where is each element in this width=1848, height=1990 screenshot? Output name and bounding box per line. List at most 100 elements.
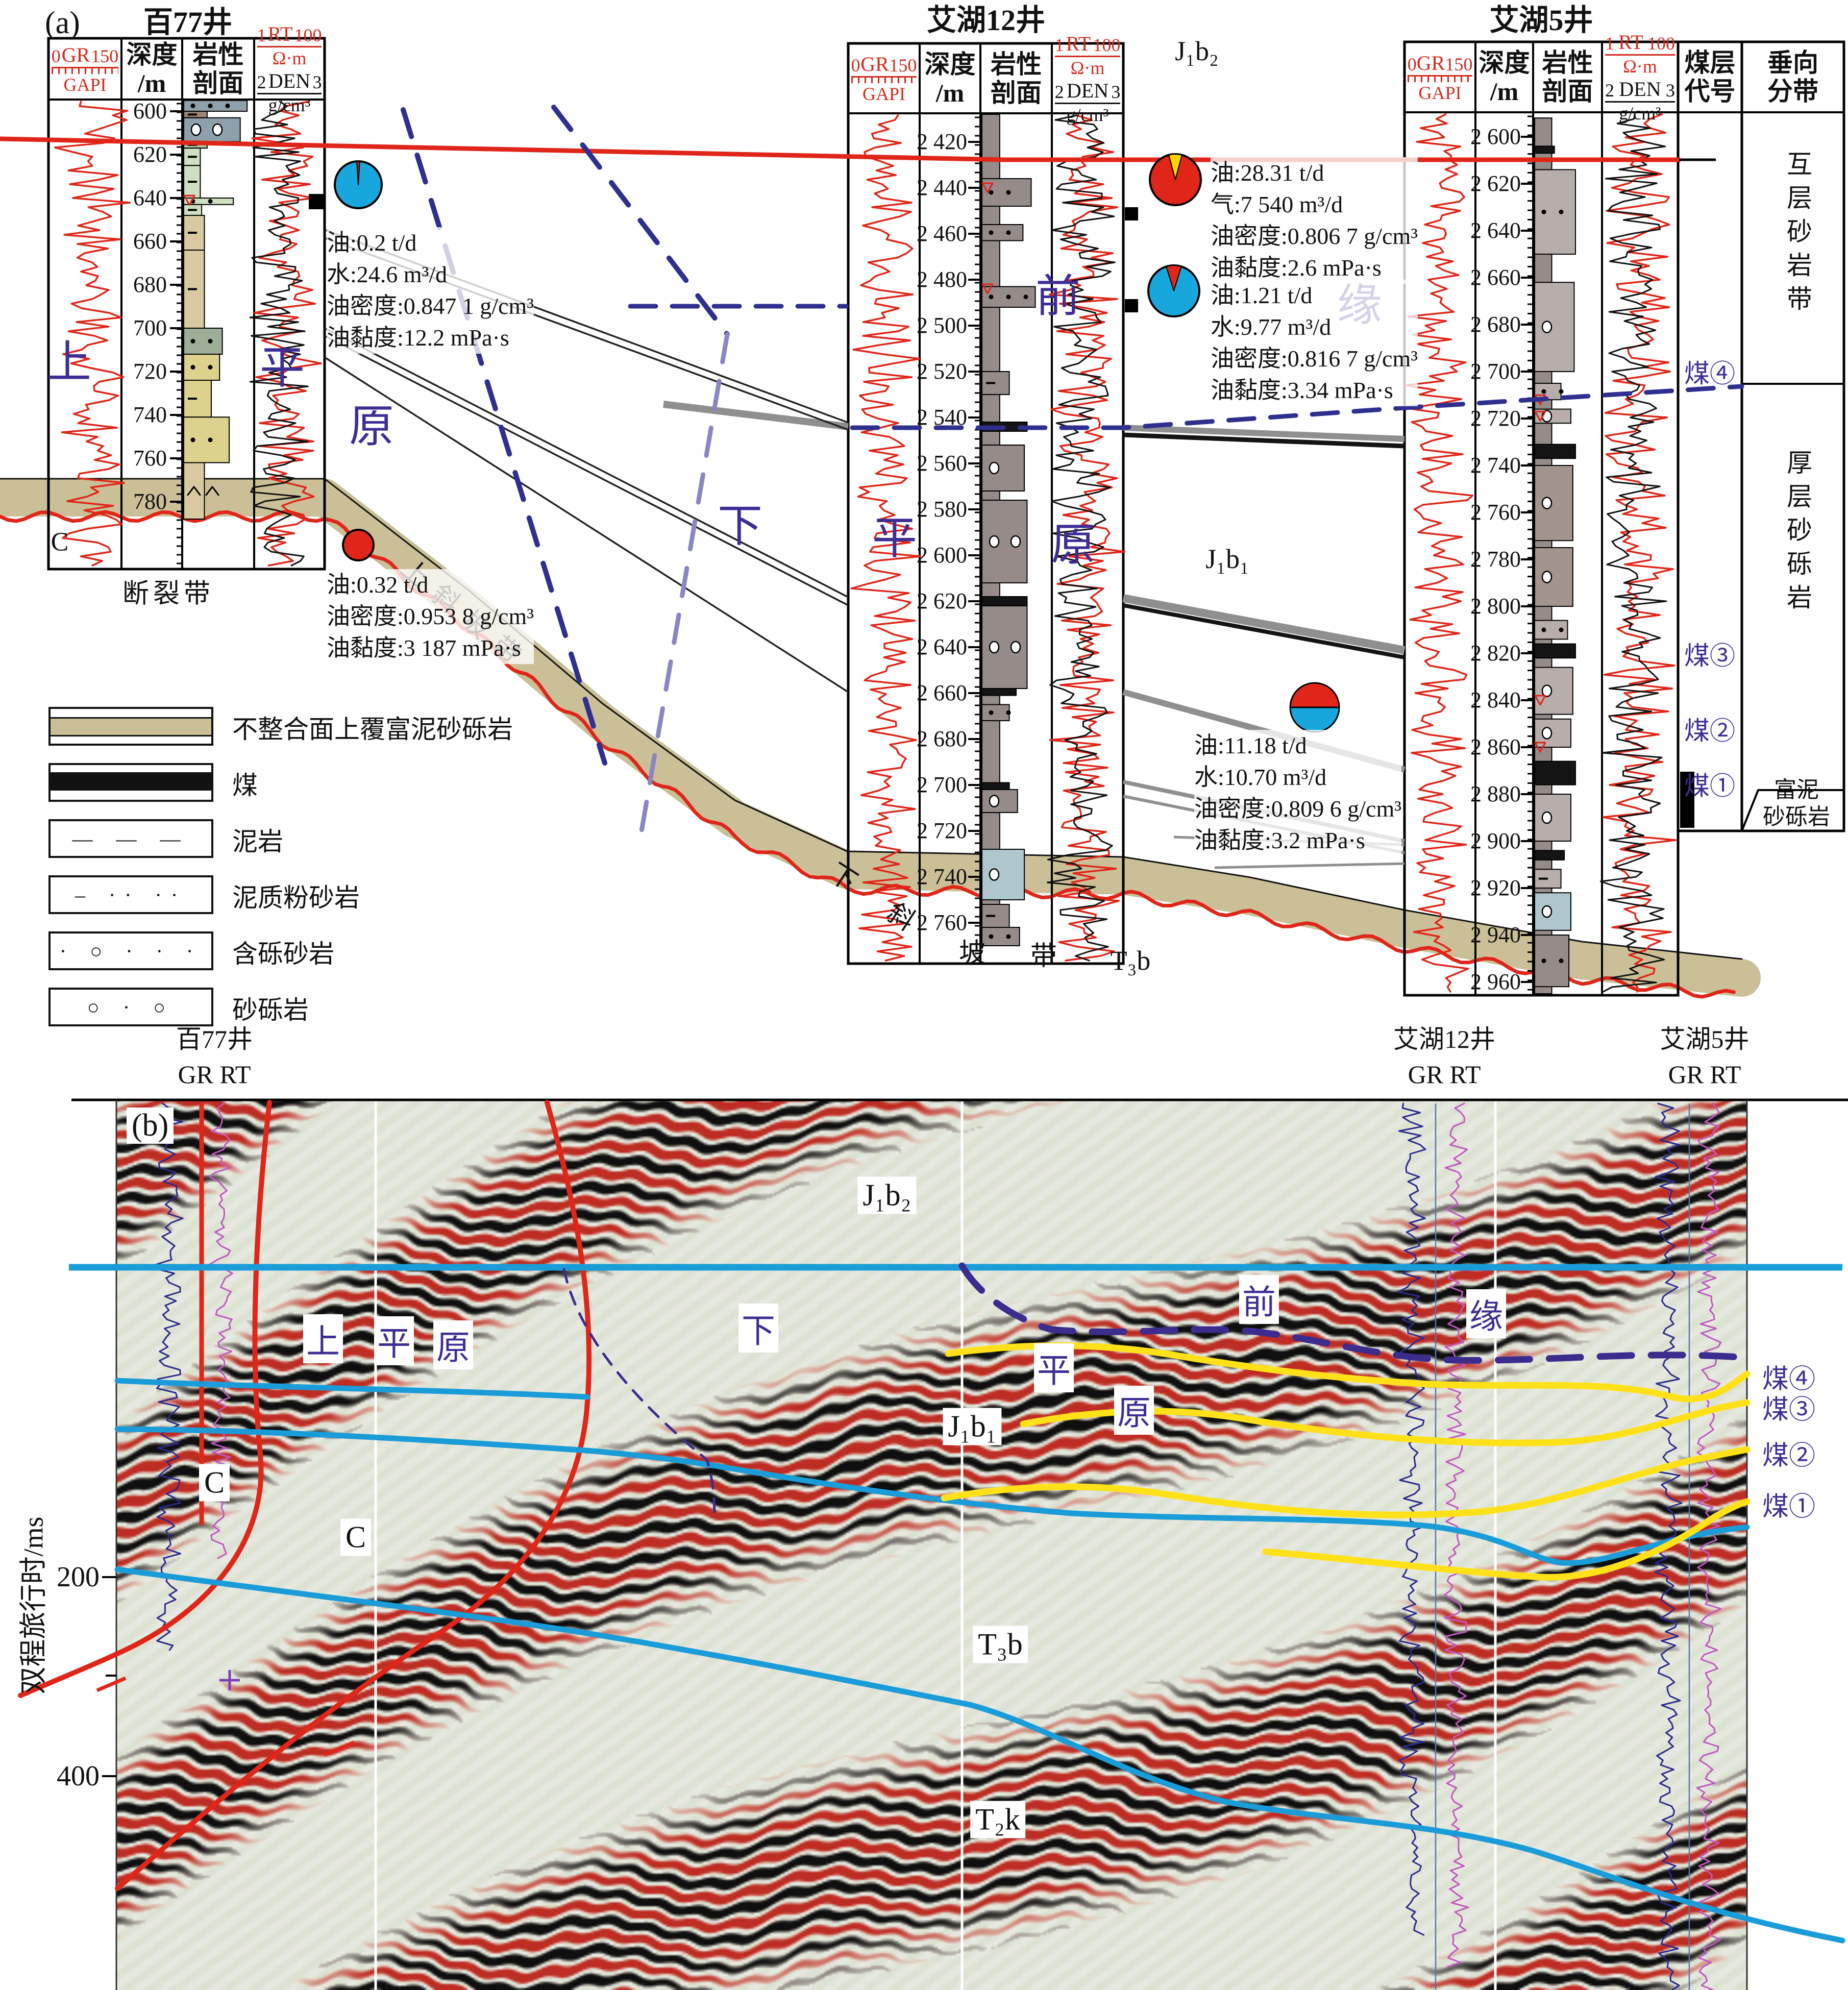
lith-header-c: 岩性 剖面 (1542, 48, 1593, 106)
lower-slope-char-dai: 带 (1030, 942, 1057, 971)
test-annotation-bai77-upper: 油:0.2 t/d 水:24.6 m³/d 油密度:0.847 1 g/cm³ 油黏… (327, 227, 534, 354)
pb-char-xia: 下 (738, 1304, 778, 1353)
unconformity-swatch (51, 717, 211, 736)
mudstone-pattern: — — — (72, 827, 190, 850)
well-title-aihu5: 艾湖5井 (1489, 4, 1593, 37)
pb-char-ping: 平 (374, 1316, 414, 1365)
log-curves (54, 101, 1677, 993)
depth-label: 2 660 (1470, 265, 1521, 290)
twt-tick-200: 200 (57, 1561, 100, 1593)
depth-label: 660 (133, 229, 167, 254)
pb-well-label-aihu5: 艾湖5井 (1660, 1025, 1750, 1053)
pb-j1b2-label: J₁b₂ (857, 1176, 917, 1214)
panel-a-label: (a) (45, 6, 80, 40)
depth-header-b: 深度/m (924, 50, 976, 107)
depth-label: 2 940 (1470, 922, 1521, 947)
depth-label: 2 920 (1470, 875, 1521, 900)
gr-unit: GAPI (63, 74, 107, 95)
depth-label: 2 600 (1470, 124, 1521, 149)
gr-header-a: 0 GR 150 GAPI (48, 38, 121, 100)
depth-label: 2 720 (917, 818, 967, 843)
depth-label: 2 900 (1470, 828, 1521, 853)
depth-label: 2 620 (917, 588, 967, 613)
depth-label: 2 720 (1470, 406, 1521, 431)
pb-coal4-label: 煤④ (1762, 1365, 1816, 1394)
depth-label: 2 760 (1470, 500, 1521, 525)
depth-label: 2 640 (917, 634, 967, 659)
zone-thick-conglomerate: 厚层砂砾岩 (1783, 449, 1812, 618)
lower-slope-char-po: 坡 (958, 939, 986, 968)
gr-min: 0 (51, 45, 61, 66)
depth-label: 2 760 (917, 910, 967, 935)
depth-label: 2 740 (917, 864, 967, 889)
lith-header-b: 岩性 剖面 (991, 50, 1042, 107)
pebbly-sandstone-pattern: · ○ · · · (59, 939, 203, 963)
depth-label: 620 (133, 142, 167, 167)
gr-max: 150 (91, 45, 119, 66)
depth-label: 2 580 (917, 497, 967, 522)
depth-label: 2 700 (1470, 359, 1521, 384)
pb-t3b-label: T₃b (973, 1626, 1028, 1663)
t3b-label-a: T₃b (1110, 945, 1151, 976)
depth-label: 2 660 (917, 680, 967, 705)
depth-label: 2 500 (917, 313, 967, 338)
depth-label: 2 600 (917, 543, 967, 568)
test-annotation-aihu12-lower: 油:1.21 t/d 水:9.77 m³/d 油密度:0.816 7 g/cm³ 油… (1211, 280, 1418, 407)
vertical-zone-header: 垂向 分带 (1767, 48, 1818, 106)
depth-label: 760 (133, 446, 167, 471)
legend-item-unconformity: 不整合面上覆富泥砂砾岩 (48, 707, 712, 746)
lower-slope-char-xia: 下 (824, 858, 863, 898)
j1b1-label-a: J₁b₁ (1205, 544, 1249, 574)
legend-item-mudstone: — — — 泥岩 (48, 819, 712, 858)
pb-coal3-label: 煤③ (1762, 1395, 1816, 1425)
legend-item-silty-mudstone: – ·· ·· 泥质粉砂岩 (48, 875, 712, 914)
facies-char-xia: 下 (717, 502, 763, 552)
depth-label: 2 840 (1470, 687, 1521, 713)
depth-label: 2 780 (1470, 547, 1521, 572)
depth-label: 2 960 (1470, 969, 1521, 994)
facies-char-shang: 上 (46, 338, 92, 388)
facies-char-qian: 前 (1035, 272, 1081, 322)
depth-label: 2 880 (1470, 781, 1521, 806)
pb-coal2-label: 煤② (1762, 1441, 1816, 1471)
legend-item-pebbly-sandstone: · ○ · · · 含砾砂岩 (48, 931, 712, 970)
facies-char-ping2: 平 (872, 514, 918, 564)
depth-label: 2 700 (917, 772, 967, 797)
depth-label: 2 800 (1470, 594, 1521, 619)
test-annotation-aihu5: 油:11.18 t/d 水:10.70 m³/d 油密度:0.809 6 g/cm… (1194, 730, 1402, 857)
pb-char-ping2: 平 (1034, 1343, 1074, 1392)
pb-logs-label-aihu5: GR RT (1668, 1060, 1741, 1089)
pb-coal1-label: 煤① (1762, 1492, 1816, 1522)
pb-char-yuan2: 原 (1114, 1386, 1154, 1435)
coal-code-header: 煤层 代号 (1684, 48, 1736, 106)
depth-label: 2 740 (1470, 453, 1521, 478)
silty-mudstone-pattern: – ·· ·· (75, 883, 187, 906)
depth-label: 2 820 (1470, 641, 1521, 666)
zone-interbedded-sand: 互层砂岩带 (1783, 151, 1812, 319)
depth-label: 2 460 (917, 221, 967, 246)
coal3-label-a: 煤③ (1684, 642, 1735, 670)
conglomerate-pattern: ○ · ○ (87, 995, 175, 1019)
depth-label: 2 620 (1470, 171, 1521, 196)
pb-logs-label-aihu12: GR RT (1408, 1060, 1481, 1089)
depth-label: 2 680 (1470, 312, 1521, 337)
well-title-bai77: 百77井 (143, 6, 233, 39)
test-annotation-aihu12-upper: 油:28.31 t/d 气:7 540 m³/d 油密度:0.806 7 g/cm… (1211, 157, 1418, 284)
pb-c-label-2: C (340, 1518, 372, 1556)
lith-header-a: 岩性 剖面 (192, 40, 244, 97)
depth-label: 2 520 (917, 359, 967, 384)
depth-label: 740 (133, 402, 167, 427)
pb-char-shang: 上 (303, 1314, 343, 1363)
depth-label: 2 640 (1470, 218, 1521, 243)
depth-label: 600 (133, 99, 167, 124)
coal-swatch (51, 772, 211, 791)
pb-char-qian: 前 (1239, 1275, 1279, 1324)
red-datum-line (0, 136, 1716, 162)
coal1-label-a: 煤① (1684, 772, 1735, 800)
rt-den-header-b: 1 RT 100 Ω·m 2 DEN 3 g/cm³ (1054, 32, 1121, 125)
pb-j1b1-label: J₁b₁ (943, 1408, 1002, 1445)
depth-label: 2 480 (917, 267, 967, 292)
depth-label: 720 (133, 359, 167, 384)
carboniferous-label-a: C (51, 527, 69, 557)
depth-label: 2 680 (917, 726, 967, 751)
